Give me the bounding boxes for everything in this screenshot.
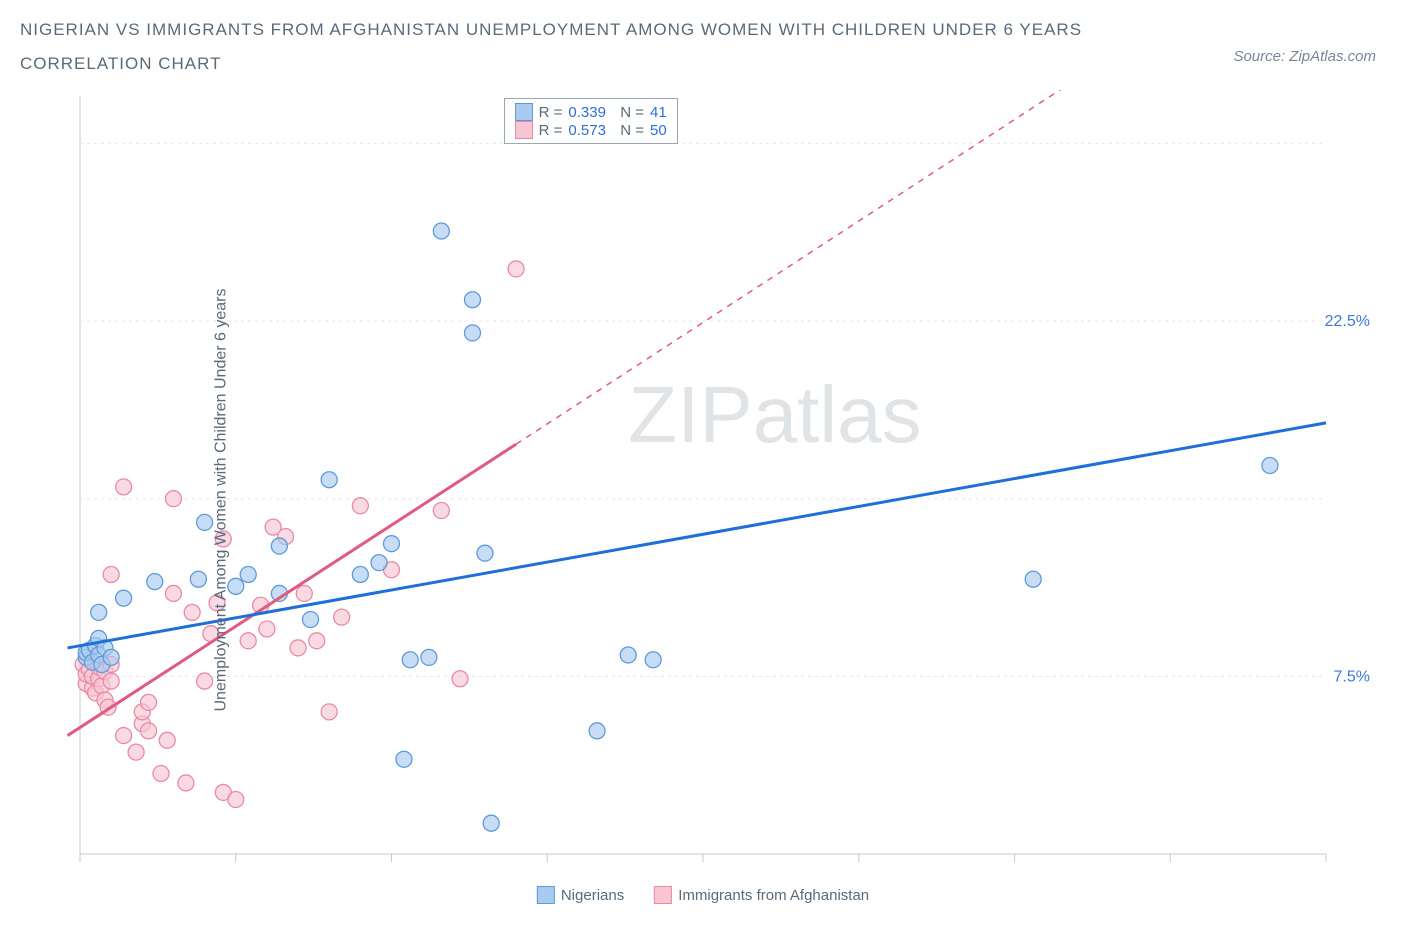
legend: Nigerians Immigrants from Afghanistan: [537, 886, 869, 904]
page-subtitle: CORRELATION CHART: [20, 54, 1386, 74]
source-attribution: Source: ZipAtlas.com: [1233, 48, 1376, 65]
stats-box: R =0.339 N =41 R =0.573 N =50: [504, 98, 678, 144]
stats-row-series1: R =0.339 N =41: [515, 103, 667, 121]
legend-item-series2: Immigrants from Afghanistan: [654, 886, 869, 904]
legend-item-series1: Nigerians: [537, 886, 624, 904]
swatch-series2: [515, 121, 533, 139]
y-axis-label: Unemployment Among Women with Children U…: [213, 288, 231, 711]
svg-text:22.5%: 22.5%: [1325, 313, 1370, 330]
swatch-series1: [515, 103, 533, 121]
swatch-series1-legend: [537, 886, 555, 904]
swatch-series2-legend: [654, 886, 672, 904]
svg-text:7.5%: 7.5%: [1334, 668, 1370, 685]
stats-row-series2: R =0.573 N =50: [515, 121, 667, 139]
correlation-chart: Unemployment Among Women with Children U…: [20, 90, 1386, 910]
page-title: NIGERIAN VS IMMIGRANTS FROM AFGHANISTAN …: [20, 20, 1386, 40]
